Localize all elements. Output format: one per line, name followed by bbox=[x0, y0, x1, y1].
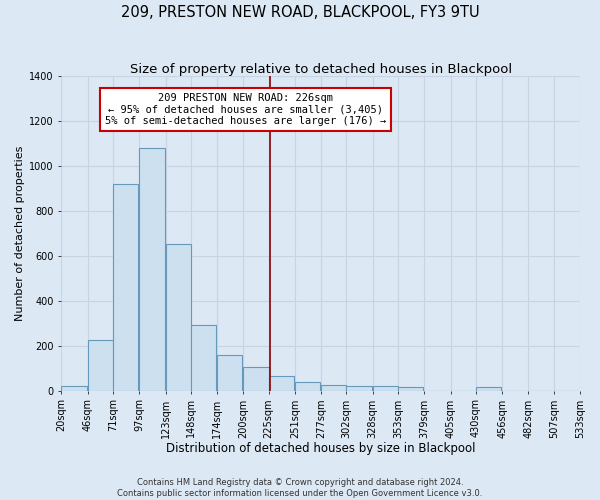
Bar bbox=[166, 244, 191, 390]
Bar bbox=[88, 340, 113, 390]
Bar bbox=[398, 388, 424, 390]
Bar bbox=[269, 376, 294, 390]
Text: 209 PRESTON NEW ROAD: 226sqm
← 95% of detached houses are smaller (3,405)
5% of : 209 PRESTON NEW ROAD: 226sqm ← 95% of de… bbox=[105, 93, 386, 126]
Bar bbox=[139, 148, 164, 390]
Bar bbox=[244, 367, 269, 390]
Bar bbox=[476, 388, 501, 390]
X-axis label: Distribution of detached houses by size in Blackpool: Distribution of detached houses by size … bbox=[166, 442, 475, 455]
Bar bbox=[373, 386, 398, 390]
Y-axis label: Number of detached properties: Number of detached properties bbox=[15, 146, 25, 321]
Text: Contains HM Land Registry data © Crown copyright and database right 2024.
Contai: Contains HM Land Registry data © Crown c… bbox=[118, 478, 482, 498]
Bar bbox=[191, 326, 216, 390]
Bar bbox=[61, 386, 87, 390]
Bar bbox=[295, 382, 320, 390]
Bar bbox=[321, 385, 346, 390]
Text: 209, PRESTON NEW ROAD, BLACKPOOL, FY3 9TU: 209, PRESTON NEW ROAD, BLACKPOOL, FY3 9T… bbox=[121, 5, 479, 20]
Bar bbox=[346, 386, 372, 390]
Bar bbox=[113, 184, 138, 390]
Bar bbox=[217, 354, 242, 390]
Title: Size of property relative to detached houses in Blackpool: Size of property relative to detached ho… bbox=[130, 62, 512, 76]
